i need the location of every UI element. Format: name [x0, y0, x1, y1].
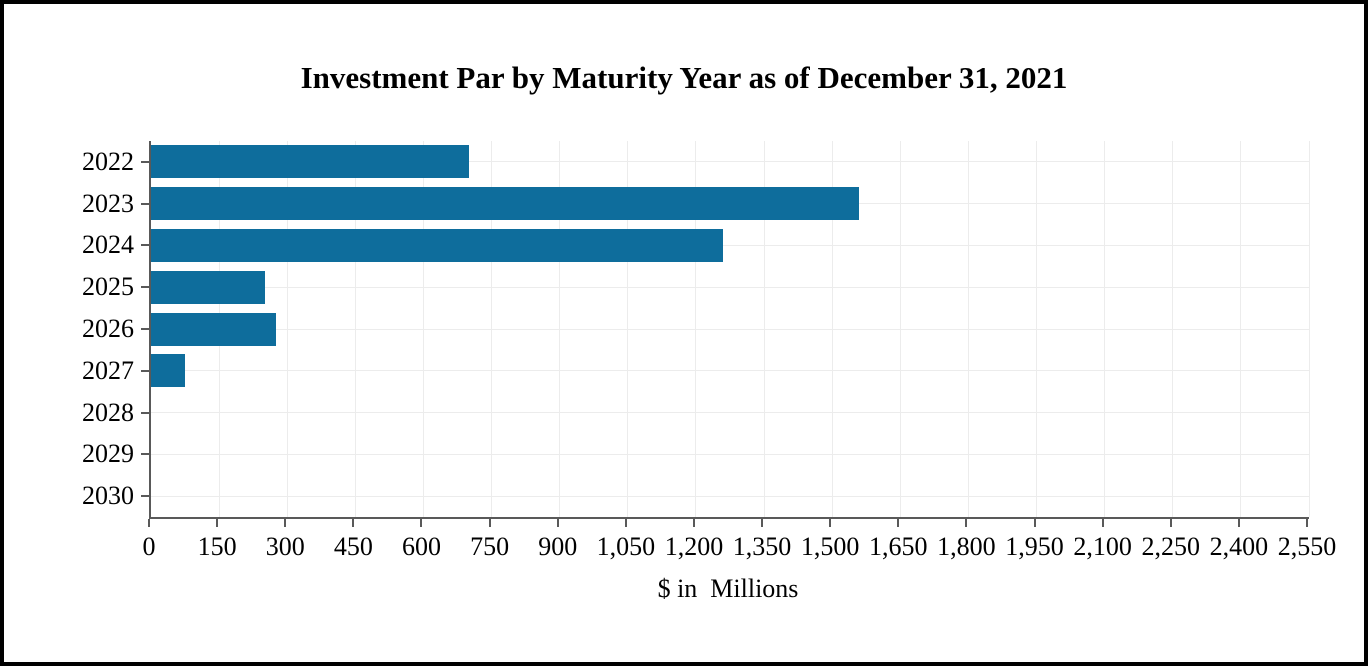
y-axis-tick	[141, 328, 149, 330]
x-axis-tick	[148, 519, 150, 527]
x-axis-tick-label: 300	[265, 532, 305, 561]
x-axis-tick-label: 1,200	[664, 532, 724, 561]
x-axis-tick	[1306, 519, 1308, 527]
bar-2023	[151, 187, 860, 221]
horizontal-gridline	[151, 286, 1309, 288]
x-axis-tick	[829, 519, 832, 527]
y-axis-tick	[141, 286, 149, 289]
horizontal-gridline	[151, 161, 1309, 163]
x-axis-tick-label: 1,500	[800, 532, 860, 561]
x-axis-tick-label: 2,550	[1277, 532, 1337, 561]
x-axis-tick	[216, 519, 219, 527]
x-axis-tick-label: 150	[197, 532, 237, 561]
x-axis-tick	[897, 519, 900, 527]
x-axis-tick	[488, 519, 491, 527]
y-axis-tick-label: 2030	[82, 481, 134, 511]
y-axis-tick-label: 2029	[82, 439, 134, 469]
bar-2026	[151, 312, 276, 346]
x-axis-tick-label: 1,950	[1005, 532, 1064, 561]
x-axis-tick	[1101, 519, 1104, 527]
x-axis-tick	[420, 519, 423, 527]
x-axis-tick	[1033, 519, 1036, 527]
x-axis-tick-label: 900	[538, 532, 578, 561]
x-axis-tick-label: 1,350	[732, 532, 792, 561]
y-axis-tick	[141, 202, 149, 205]
y-axis-tick-label: 2025	[82, 272, 134, 302]
x-axis-label: $ in Millions	[657, 574, 799, 603]
x-axis-tick-label: 2,400	[1209, 532, 1269, 561]
y-axis-tick-label: 2028	[82, 397, 134, 427]
y-axis-tick-label: 2027	[82, 355, 134, 385]
x-axis-tick-label: 750	[470, 532, 510, 561]
bar-2027	[151, 354, 186, 388]
y-axis-tick-label: 2026	[82, 314, 134, 343]
horizontal-gridline	[151, 370, 1309, 372]
y-axis-tick	[141, 244, 149, 247]
vertical-gridline	[1308, 141, 1310, 517]
x-axis-tick	[692, 519, 695, 527]
x-axis-tick-label: 450	[333, 532, 373, 561]
y-axis-tick	[141, 495, 149, 498]
x-axis-tick	[624, 519, 627, 527]
x-axis-tick	[352, 519, 355, 527]
x-axis-tick	[965, 519, 968, 527]
horizontal-gridline	[151, 412, 1309, 414]
y-axis-tick	[141, 369, 149, 372]
horizontal-gridline	[151, 495, 1309, 497]
y-axis-tick	[141, 453, 149, 456]
x-axis-tick-label: 1,050	[596, 532, 656, 561]
y-axis-tick-label: 2023	[82, 188, 134, 218]
horizontal-gridline	[151, 453, 1309, 455]
x-axis-tick-label: 0	[142, 532, 156, 561]
x-axis-tick	[556, 519, 559, 527]
horizontal-gridline	[151, 328, 1309, 330]
x-axis-tick	[1169, 519, 1172, 527]
y-axis-tick	[141, 160, 149, 163]
chart-title: Investment Par by Maturity Year as of De…	[300, 60, 1068, 95]
y-axis-tick-label: 2024	[82, 230, 134, 260]
x-axis-tick	[1237, 519, 1240, 527]
horizontal-gridline	[151, 244, 1309, 246]
bar-2025	[151, 270, 265, 304]
x-axis-tick-label: 2,250	[1141, 532, 1201, 561]
x-axis-tick-label: 600	[401, 532, 441, 561]
x-axis-tick	[761, 519, 764, 527]
x-axis-tick-label: 2,100	[1073, 532, 1132, 561]
x-axis-tick-label: 1,650	[869, 532, 928, 561]
bar-2022	[151, 145, 469, 179]
x-axis-tick-label: 1,800	[937, 532, 996, 561]
y-axis-tick	[141, 411, 149, 414]
y-axis-tick-label: 2022	[82, 146, 134, 176]
plot-area	[149, 141, 1310, 519]
x-axis-tick	[284, 519, 287, 527]
bar-2024	[151, 228, 724, 262]
